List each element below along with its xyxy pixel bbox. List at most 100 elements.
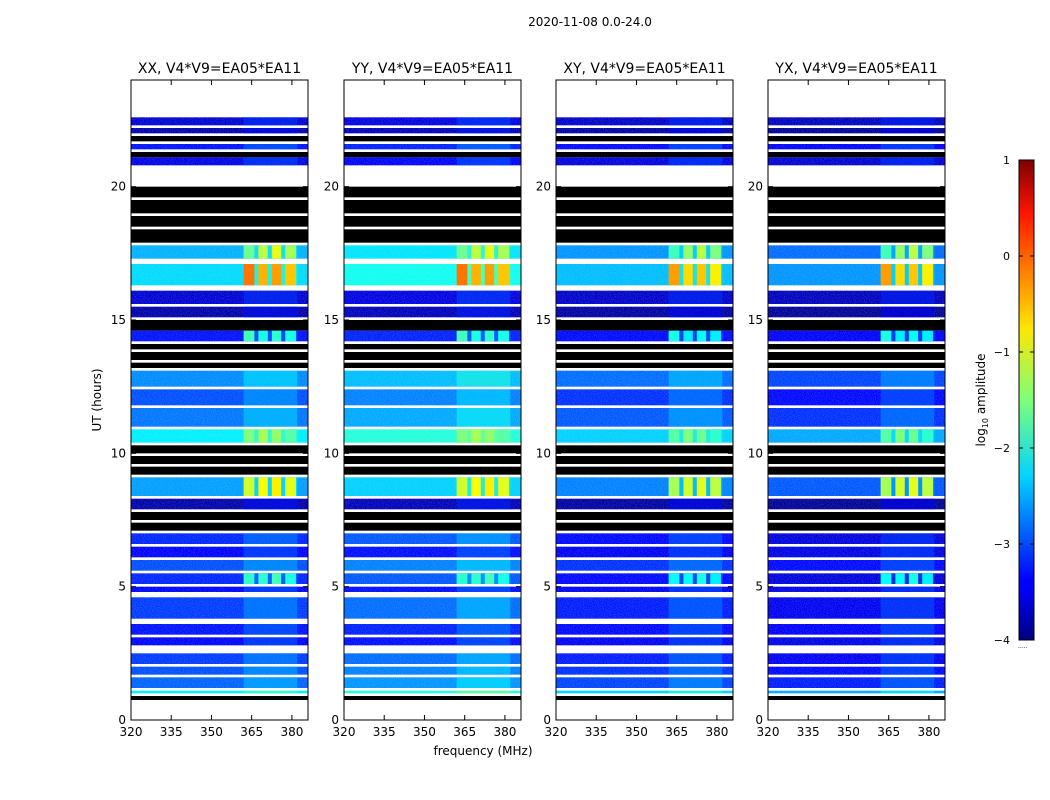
band-segment (456, 264, 511, 286)
band-segment (456, 144, 511, 150)
rfi-block (696, 429, 707, 443)
rfi-block (456, 477, 468, 496)
x-axis-label: frequency (MHz) (433, 744, 532, 758)
band-segment (456, 477, 511, 496)
flagged-segment (556, 200, 733, 214)
noise-overlay (344, 560, 521, 571)
noise-overlay (344, 637, 521, 646)
band-segment (456, 128, 511, 134)
band-segment (456, 306, 511, 318)
colorbar: 10−1−2−3−4 log10 amplitude ..... (974, 154, 1035, 650)
y-tick-label: 15 (536, 313, 551, 327)
rfi-block (471, 264, 481, 286)
rfi-block (271, 264, 282, 286)
band-segment (880, 666, 935, 675)
x-tick-label: 380 (493, 725, 516, 739)
noise-overlay (768, 637, 945, 646)
noise-overlay (131, 157, 308, 166)
rfi-block (498, 429, 509, 443)
band-segment (668, 653, 723, 664)
noise-overlay (131, 624, 308, 635)
band-segment (243, 245, 298, 259)
rfi-block (456, 573, 468, 584)
x-tick-label: 350 (413, 725, 436, 739)
noise-overlay (556, 653, 733, 664)
rfi-block (456, 330, 468, 342)
flagged-segment (768, 512, 945, 520)
band-segment (880, 637, 935, 646)
rfi-block (258, 573, 268, 584)
flagged-segment (344, 320, 521, 331)
rfi-block (285, 573, 296, 584)
rfi-block (498, 245, 509, 259)
panel-title: XY, V4*V9=EA05*EA11 (563, 61, 725, 77)
band-segment (243, 370, 298, 387)
rfi-block (908, 264, 919, 286)
flagged-segment (131, 186, 308, 198)
band-segment (668, 573, 723, 584)
rfi-block (243, 429, 255, 443)
band-segment (243, 264, 298, 286)
flagged-segment (344, 456, 521, 464)
rfi-block (243, 573, 255, 584)
band-segment (668, 560, 723, 571)
band-segment (668, 370, 723, 387)
colorbar-label-log: log (974, 428, 988, 446)
band-segment (880, 586, 935, 592)
band-segment (243, 653, 298, 664)
noise-overlay (131, 586, 308, 592)
x-tick-label: 335 (797, 725, 820, 739)
band-segment (668, 290, 723, 304)
rfi-block (683, 264, 693, 286)
noise-overlay (131, 653, 308, 664)
rfi-block (668, 477, 680, 496)
band-segment (243, 144, 298, 150)
band-segment (243, 677, 298, 688)
band-segment (243, 690, 298, 694)
flagged-segment (768, 696, 945, 700)
rfi-block (683, 330, 693, 342)
noise-overlay (344, 546, 521, 558)
x-tick-label: 320 (333, 725, 356, 739)
colorbar-tick-label: 1 (1003, 154, 1010, 167)
x-tick-label: 380 (917, 725, 940, 739)
band-segment (668, 429, 723, 443)
band-segment (243, 546, 298, 558)
colorbar-footer: ..... (1018, 643, 1028, 650)
flagged-segment (768, 522, 945, 531)
band-segment (668, 498, 723, 510)
rfi-block (895, 245, 905, 259)
noise-overlay (768, 144, 945, 150)
x-tick-label: 350 (837, 725, 860, 739)
x-tick-label: 380 (705, 725, 728, 739)
y-tick-label: 10 (536, 446, 551, 460)
noise-overlay (131, 498, 308, 510)
noise-overlay (556, 157, 733, 166)
band-segment (456, 370, 511, 387)
flagged-segment (768, 344, 945, 350)
rfi-block (285, 330, 296, 342)
band-segment (880, 264, 935, 286)
rfi-block (498, 477, 509, 496)
noise-overlay (131, 666, 308, 675)
noise-overlay (344, 157, 521, 166)
noise-overlay (131, 533, 308, 544)
axes-frame (343, 79, 522, 721)
band-segment (880, 677, 935, 688)
rfi-block (271, 573, 282, 584)
band-segment (243, 290, 298, 304)
noise-overlay (768, 533, 945, 544)
noise-overlay (768, 117, 945, 126)
band-segment (456, 498, 511, 510)
x-tick-label: 350 (625, 725, 648, 739)
flagged-segment (556, 229, 733, 243)
noise-overlay (768, 586, 945, 592)
band-segment (880, 306, 935, 318)
band-segment (456, 533, 511, 544)
noise-overlay (344, 306, 521, 318)
noise-overlay (768, 560, 945, 571)
colorbar-gradient (1018, 159, 1035, 641)
noise-overlay (556, 117, 733, 126)
band-segment (243, 498, 298, 510)
